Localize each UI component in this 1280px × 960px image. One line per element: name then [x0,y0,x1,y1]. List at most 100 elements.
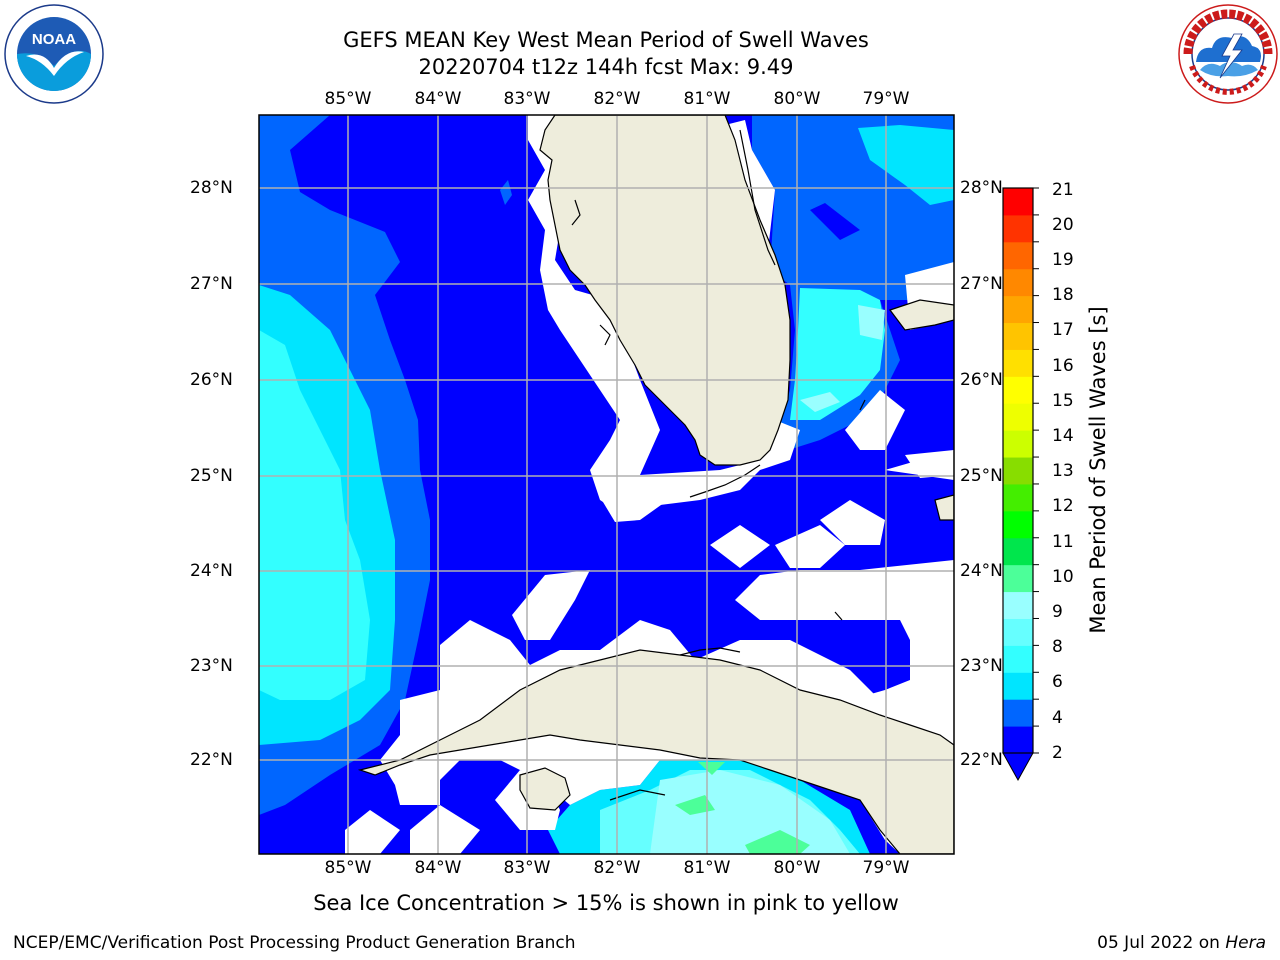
colorbar-frame [1002,187,1034,754]
colorbar-segment [1003,726,1033,754]
lon-label-top: 83°W [503,89,551,109]
lat-label-left: 27°N [190,274,233,294]
lon-label-bottom: 84°W [414,858,462,878]
lon-label-top: 79°W [862,89,910,109]
lat-label-right: 22°N [960,750,1003,770]
colorbar-tick-label: 15 [1052,391,1074,411]
grand-bahama [889,299,954,331]
colorbar-segment [1003,268,1033,297]
isla-juventud [519,767,571,811]
map-title: GEFS MEAN Key West Mean Period of Swell … [343,28,869,52]
footer-organization: NCEP/EMC/Verification Post Processing Pr… [13,933,576,953]
colorbar-tick-label: 21 [1052,180,1074,200]
colorbar-tick-label: 8 [1052,637,1063,657]
lat-label-left: 23°N [190,656,233,676]
period-8-9-east-small [800,392,840,412]
footer-date-text: 05 Jul 2022 on [1097,933,1220,953]
lat-label-right: 24°N [960,561,1003,581]
cuba-landmass [357,649,954,854]
colorbar-segment [1003,188,1033,216]
lat-label-left: 28°N [190,178,233,198]
map-frame [258,114,955,855]
footer-date: 05 Jul 2022 on Hera [1097,933,1266,953]
colorbar-segment [1003,645,1033,673]
colorbar-segment [1003,591,1033,619]
lon-label-top: 81°W [683,89,731,109]
colorbar-tick-label: 2 [1052,743,1063,763]
sea-ice-footnote: Sea Ice Concentration > 15% is shown in … [313,891,899,915]
colorbar-tick-label: 18 [1052,285,1074,305]
period-6-8-west [259,330,370,700]
colorbar-segment [1003,672,1033,700]
map-gridlines [259,115,954,854]
colorbar-tick-label: 12 [1052,496,1074,516]
lat-label-left: 26°N [190,370,233,390]
land-areas [357,115,954,854]
colorbar-tick-label: 9 [1052,602,1063,622]
lat-label-left: 25°N [190,466,233,486]
coast-details [571,129,866,801]
colorbar-segment [1003,349,1033,377]
colorbar-segment [1003,537,1033,566]
florida-landmass [539,115,791,466]
colorbar-segment [1003,564,1033,593]
colorbar-segment [1003,322,1033,350]
colorbar-segment [1003,214,1033,243]
lon-label-top: 84°W [414,89,462,109]
map-subtitle: 20220704 t12z 144h fcst Max: 9.49 [418,55,794,79]
colorbar-tick-label: 11 [1052,532,1074,552]
lon-label-bottom: 85°W [324,858,372,878]
period-lt2-ne [810,203,860,240]
noaa-logo-icon: NOAA [4,4,104,104]
colorbar-tick-label: 16 [1052,356,1074,376]
period-8-9-south [650,770,850,854]
colorbar-tick-label: 6 [1052,672,1063,692]
colorbar [1003,187,1039,754]
colorbar-segment [1003,457,1033,485]
period-4-6-ne [858,125,954,205]
lat-label-left: 22°N [190,750,233,770]
colorbar-segment [1003,403,1033,431]
colorbar-tick-label: 13 [1052,461,1074,481]
lon-label-bottom: 80°W [773,858,821,878]
colorbar-label: Mean Period of Swell Waves [s] [1086,306,1110,634]
period-9-10-south-c [745,830,810,854]
colorbar-segment [1003,376,1033,404]
colorbar-tick-label: 19 [1052,250,1074,270]
svg-text:NOAA: NOAA [32,31,76,48]
andros-island [934,494,954,521]
lat-label-left: 24°N [190,561,233,581]
colorbar-tick-label: 4 [1052,708,1063,728]
lon-label-bottom: 81°W [683,858,731,878]
colorbar-tick-label: 14 [1052,426,1074,446]
lon-label-bottom: 83°W [503,858,551,878]
footer-host: Hera [1225,933,1266,953]
lon-label-top: 82°W [593,89,641,109]
lat-label-right: 28°N [960,178,1003,198]
lon-label-bottom: 79°W [862,858,910,878]
colorbar-tick-label: 10 [1052,567,1074,587]
colorbar-segment [1003,430,1033,458]
small-patch-nw [500,180,512,205]
colorbar-segment [1003,295,1033,324]
colorbar-under-arrow [1002,752,1034,782]
colorbar-segment [1003,241,1033,270]
colorbar-segment [1003,699,1033,727]
lat-label-right: 26°N [960,370,1003,390]
lon-label-top: 85°W [324,89,372,109]
colorbar-tick-label: 20 [1052,215,1074,235]
colorbar-segment [1003,510,1033,539]
period-9-10-south-a [698,762,725,775]
colorbar-tick-label: 17 [1052,320,1074,340]
period-8-9-east [858,305,885,340]
period-9-10-south-b [675,795,715,815]
lat-label-right: 23°N [960,656,1003,676]
nws-logo-icon [1178,4,1278,104]
lon-label-top: 80°W [773,89,821,109]
colorbar-segment [1003,483,1033,512]
lon-label-bottom: 82°W [593,858,641,878]
lat-label-right: 27°N [960,274,1003,294]
lat-label-right: 25°N [960,466,1003,486]
colorbar-segment [1003,618,1033,646]
